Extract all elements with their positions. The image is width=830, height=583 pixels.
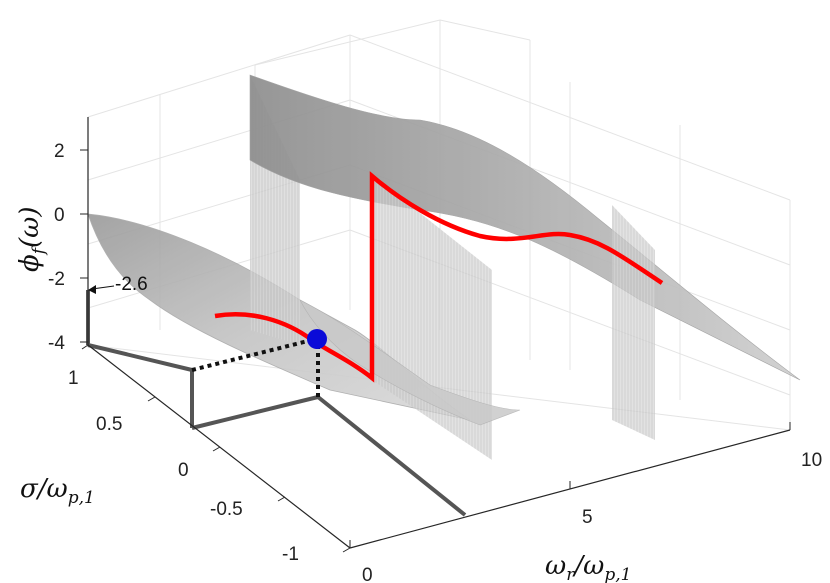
data-point-marker (307, 329, 327, 349)
grid-line (439, 19, 531, 41)
projection-dotted (191, 338, 320, 397)
series-line-trajectory (214, 171, 664, 383)
projection-line (316, 395, 467, 517)
annotation-text: -2.6 (115, 274, 148, 295)
projection-line (87, 343, 193, 372)
omega-tick-label: 5 (582, 507, 593, 528)
z-axis-label: ϕf(ω) (15, 206, 49, 272)
z-axis-label-rest: (ω) (15, 206, 45, 248)
omega-axis-label-rest: /ω (571, 551, 604, 581)
sigma-axis: 1 0.5 0 -0.5 -1 σ/ωp,1 (20, 344, 351, 565)
surface-sheet-front (299, 299, 521, 426)
omega-axis-label-sub2: p,1 (604, 565, 631, 583)
z-axis-label-sub: f (29, 245, 49, 256)
sigma-tick-mark (277, 496, 286, 502)
sigma-tick-mark (81, 344, 89, 350)
sigma-tick-label: 1 (68, 368, 79, 389)
omega-axis-label-main: ω (545, 551, 566, 581)
sigma-axis-label: σ/ωp,1 (20, 474, 95, 508)
grid-line (254, 19, 441, 66)
z-axis: 2 0 -2 -4 ϕf(ω) (15, 117, 89, 354)
omega-tick-label: 10 (801, 450, 822, 471)
sigma-axis-label-sub: p,1 (68, 488, 95, 508)
z-tick-label: -2 (48, 269, 65, 290)
z-axis-label-main: ϕ (15, 254, 45, 272)
omega-tick-label: 0 (362, 565, 373, 583)
sigma-tick-label: -1 (282, 544, 299, 565)
sigma-axis-line (87, 344, 351, 549)
z-tick-label: 0 (54, 205, 65, 226)
z-tick-label: 2 (54, 141, 65, 162)
sigma-tick-mark (342, 547, 351, 553)
grid-line (87, 34, 351, 118)
annotation-arrowhead (88, 285, 96, 294)
omega-axis-label: ωr/ωp,1 (545, 551, 631, 583)
annotation: -2.6 (88, 274, 148, 295)
z-tick-label: -4 (48, 333, 65, 354)
sigma-tick-mark (147, 396, 156, 402)
sigma-tick-label: 0 (178, 460, 189, 481)
sigma-tick-mark (212, 446, 221, 452)
omega-axis: 0 5 10 ωr/ωp,1 (349, 422, 822, 583)
sigma-axis-label-main: σ/ω (20, 474, 68, 504)
sigma-tick-label: -0.5 (210, 499, 243, 520)
omega-axis-label-sub: r (566, 565, 575, 583)
sigma-tick-label: 0.5 (96, 414, 122, 435)
branch-cut-curtain-3 (612, 205, 655, 440)
projection-line (191, 395, 319, 430)
